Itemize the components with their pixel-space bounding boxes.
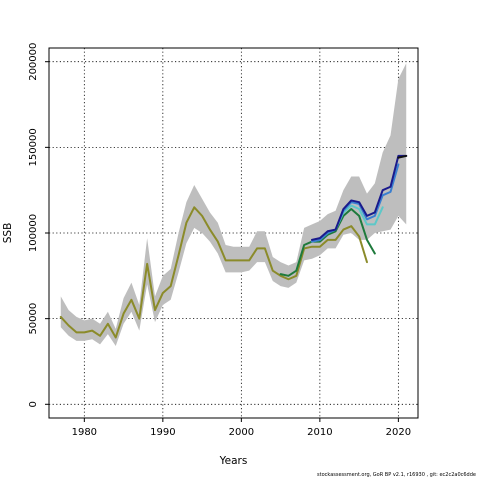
y-tick-label: 50000 [28,303,39,335]
x-axis-title: Years [219,455,248,467]
series-line-1 [59,206,368,339]
series-line-2 [279,208,376,277]
x-tick-label: 2010 [307,427,332,438]
x-tick-label: 1990 [150,427,175,438]
x-tick-label: 1980 [72,427,97,438]
y-axis-title: SSB [2,223,14,244]
series-line-5 [311,154,408,241]
y-tick-label: 200000 [28,43,39,81]
x-tick-label: 2000 [229,427,254,438]
confidence-band [60,63,407,347]
footer-credit: stockassessment.org, GoR BP v2.1, r16930… [317,472,476,478]
axes-layer: 1980 1990 2000 2010 2020 0 50000 100000 150000 20… [28,43,411,438]
series-layer [59,154,408,339]
y-tick-label: 150000 [28,128,39,166]
y-tick-label: 0 [28,401,39,407]
series-line-6 [397,154,408,159]
y-tick-label: 100000 [28,214,39,252]
confidence-band-layer [60,63,407,347]
grid-lines [49,48,418,418]
x-tick-label: 2020 [386,427,411,438]
series-line-4 [311,163,400,243]
